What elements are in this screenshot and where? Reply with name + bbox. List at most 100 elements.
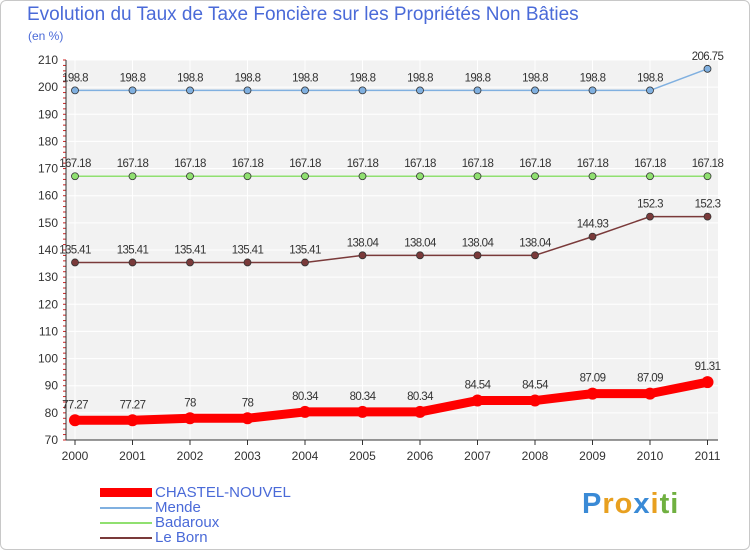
y-tick-label: 110 <box>39 324 58 338</box>
data-point-1 <box>416 86 424 95</box>
data-label-0: 80.34 <box>292 391 319 403</box>
data-point-3 <box>358 251 367 260</box>
data-label-0: 87.09 <box>580 373 606 385</box>
x-tick-label: 2011 <box>695 449 721 463</box>
x-tick-label: 2007 <box>464 449 491 463</box>
data-point-1 <box>588 86 597 95</box>
data-label-1: 198.8 <box>465 72 491 84</box>
data-label-3: 135.41 <box>232 244 264 256</box>
data-label-3: 135.41 <box>174 244 206 256</box>
data-label-1: 198.8 <box>292 72 318 84</box>
y-tick-label: 80 <box>45 406 59 420</box>
data-label-3: 144.93 <box>577 219 609 231</box>
data-point-2 <box>301 172 309 181</box>
data-point-3 <box>588 232 597 241</box>
data-label-1: 198.8 <box>177 72 203 84</box>
y-tick-label: 100 <box>38 352 58 366</box>
y-tick-label: 180 <box>38 134 58 148</box>
data-label-1: 206.75 <box>692 51 724 63</box>
data-point-1 <box>186 86 194 95</box>
x-tick-label: 2000 <box>62 449 89 463</box>
data-point-2 <box>128 172 137 181</box>
data-label-0: 91.31 <box>695 361 721 373</box>
data-point-0 <box>471 394 484 407</box>
data-label-0: 84.54 <box>522 380 549 392</box>
y-tick-label: 160 <box>38 189 58 203</box>
data-point-3 <box>416 251 424 260</box>
data-label-2: 167.18 <box>519 158 551 170</box>
data-point-3 <box>71 258 79 267</box>
data-point-0 <box>701 376 714 389</box>
x-tick-label: 2010 <box>637 449 664 463</box>
data-point-2 <box>473 172 482 181</box>
data-label-2: 167.18 <box>59 158 91 170</box>
x-tick-label: 2009 <box>579 449 606 463</box>
data-label-2: 167.18 <box>174 158 206 170</box>
legend-swatch-le-born <box>100 537 152 539</box>
data-label-1: 198.8 <box>350 72 376 84</box>
data-label-0: 80.34 <box>407 391 434 403</box>
y-tick-label: 190 <box>38 107 58 121</box>
data-point-3 <box>703 212 712 221</box>
data-point-2 <box>416 172 424 181</box>
data-point-1 <box>703 64 712 73</box>
data-point-1 <box>358 86 367 95</box>
data-label-0: 77.27 <box>120 399 146 411</box>
data-label-3: 138.04 <box>404 237 437 249</box>
data-label-1: 198.8 <box>637 72 663 84</box>
y-tick-label: 150 <box>38 216 58 230</box>
data-point-1 <box>531 86 539 95</box>
data-label-3: 152.3 <box>637 199 663 211</box>
data-label-1: 198.8 <box>407 72 433 84</box>
data-point-1 <box>473 86 482 95</box>
logo-letter: t <box>659 488 671 520</box>
data-label-2: 167.18 <box>117 158 149 170</box>
x-tick-label: 2002 <box>177 449 204 463</box>
data-point-2 <box>531 172 539 181</box>
data-label-2: 167.18 <box>462 158 494 170</box>
data-point-0 <box>414 405 426 418</box>
data-label-3: 135.41 <box>289 244 321 256</box>
data-label-2: 167.18 <box>289 158 321 170</box>
legend-swatch-mende <box>100 507 152 509</box>
y-tick-label: 130 <box>38 270 58 284</box>
data-point-2 <box>71 172 79 181</box>
x-tick-label: 2001 <box>119 449 146 463</box>
data-label-2: 167.18 <box>347 158 379 170</box>
data-point-1 <box>71 86 79 95</box>
y-tick-label: 200 <box>38 80 58 94</box>
data-point-0 <box>241 412 254 425</box>
logo-letter: r <box>602 488 615 520</box>
x-tick-label: 2003 <box>234 449 261 463</box>
data-label-3: 138.04 <box>519 237 552 249</box>
data-label-0: 80.34 <box>350 391 377 403</box>
data-point-0 <box>184 412 196 425</box>
y-tick-label: 140 <box>38 243 58 257</box>
y-tick-label: 210 <box>38 53 58 67</box>
legend-label-badaroux: Badaroux <box>155 514 220 531</box>
series-line-0 <box>70 377 712 425</box>
data-point-0 <box>126 414 139 427</box>
data-label-0: 87.09 <box>637 373 663 385</box>
x-tick-label: 2008 <box>522 449 549 463</box>
data-label-1: 198.8 <box>522 72 548 84</box>
data-point-3 <box>301 258 309 267</box>
data-point-1 <box>128 86 137 95</box>
data-label-0: 78 <box>242 397 254 409</box>
legend-label-mende: Mende <box>155 499 201 516</box>
data-point-0 <box>69 414 81 427</box>
logo-letter: P <box>582 488 603 520</box>
data-point-2 <box>186 172 194 181</box>
proxiti-logo: Proxiti <box>582 488 679 521</box>
y-tick-label: 70 <box>45 433 59 447</box>
data-point-3 <box>243 258 252 267</box>
data-point-2 <box>358 172 367 181</box>
data-label-3: 138.04 <box>347 237 380 249</box>
data-label-2: 167.18 <box>577 158 609 170</box>
data-label-1: 198.8 <box>120 72 146 84</box>
data-label-2: 167.18 <box>634 158 666 170</box>
legend-swatch-badaroux <box>100 522 152 524</box>
data-point-0 <box>529 394 541 407</box>
logo-letter: i <box>650 488 660 520</box>
